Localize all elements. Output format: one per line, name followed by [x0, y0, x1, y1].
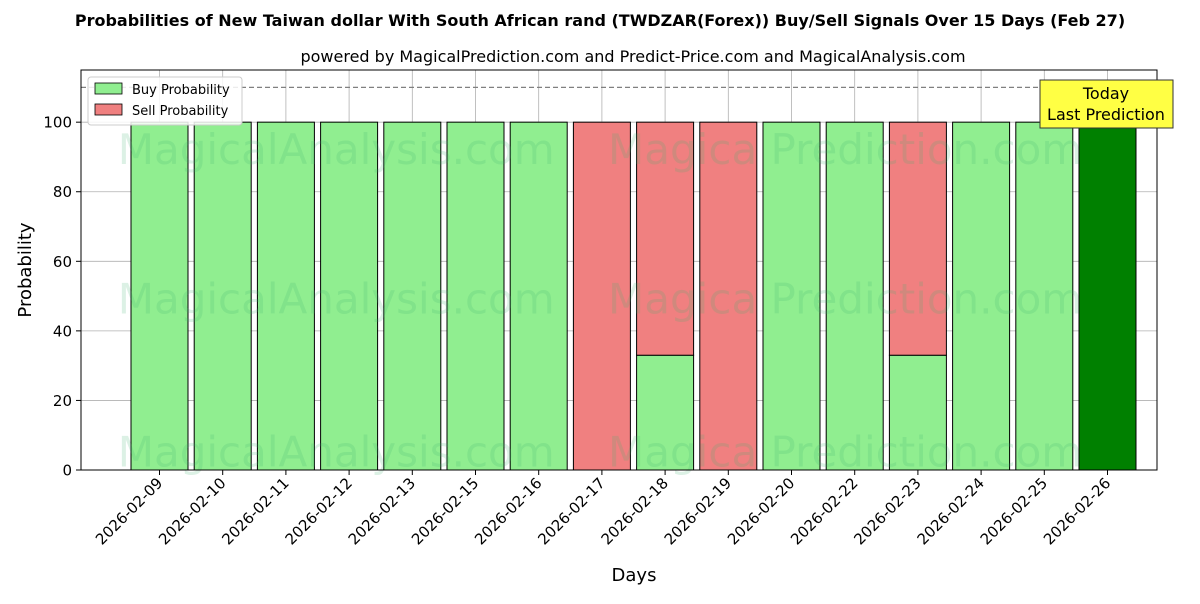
y-tick-label: 100: [43, 114, 72, 132]
bar-buy: [383, 121, 442, 471]
bar-buy: [1015, 121, 1074, 471]
watermark-text: MagicalAnalysis.com Magica Prediction.co…: [118, 275, 1082, 324]
x-tick-label: 2026-02-18: [598, 474, 672, 548]
x-axis-label: Days: [612, 565, 657, 586]
plot-frame: [80, 69, 1158, 471]
legend-sell-swatch: [94, 103, 123, 116]
bar-buy: [762, 121, 821, 471]
x-tick-label: 2026-02-22: [787, 474, 861, 548]
x-tick-label: 2026-02-25: [977, 474, 1051, 548]
bar-sell: [699, 121, 758, 471]
bar-buy: [952, 121, 1011, 471]
legend: Buy Probability Sell Probability: [87, 76, 243, 126]
bar-buy: [825, 121, 884, 471]
x-tick-label: 2026-02-16: [471, 474, 545, 548]
bar-buy: [446, 121, 505, 471]
annotation-line1: Today: [1082, 84, 1129, 103]
bars: [130, 121, 1137, 471]
x-tick-label: 2026-02-15: [408, 474, 482, 548]
legend-box: [87, 76, 243, 126]
bar-sell: [636, 121, 695, 356]
x-tick-label: 2026-02-26: [1040, 474, 1114, 548]
x-tick-label: 2026-02-12: [282, 474, 356, 548]
legend-sell-label: Sell Probability: [132, 104, 229, 119]
y-tick-label: 60: [53, 253, 72, 271]
chart-title: Probabilities of New Taiwan dollar With …: [75, 11, 1125, 30]
x-tick-label: 2026-02-11: [218, 474, 292, 548]
annotation-line2: Last Prediction: [1047, 105, 1165, 124]
bar-buy: [888, 354, 947, 471]
bar-buy: [1078, 121, 1137, 471]
bar-buy: [256, 121, 315, 471]
y-tick-label: 0: [62, 462, 72, 480]
x-tick-label: 2026-02-20: [724, 474, 798, 548]
annotation-box: [1039, 79, 1174, 129]
legend-buy-swatch: [94, 82, 123, 95]
y-axis-label: Probability: [15, 222, 36, 317]
bar-sell: [888, 121, 947, 356]
x-tick-label: 2026-02-13: [345, 474, 419, 548]
today-annotation: Today Last Prediction: [1039, 79, 1174, 129]
bar-buy: [636, 354, 695, 471]
x-tick-label: 2026-02-17: [534, 474, 608, 548]
y-tick-label: 80: [53, 183, 72, 201]
y-tick-label: 20: [53, 392, 72, 410]
bar-buy: [509, 121, 568, 471]
x-tick-label: 2026-02-24: [914, 474, 988, 548]
chart-subtitle: powered by MagicalPrediction.com and Pre…: [300, 47, 965, 66]
y-axis: 0 20 40 60 80 100: [43, 114, 81, 480]
bar-sell: [572, 121, 631, 471]
watermarks: MagicalAnalysis.com Magica Prediction.co…: [118, 125, 1082, 477]
x-tick-label: 2026-02-09: [92, 474, 166, 548]
y-tick-label: 40: [53, 322, 72, 340]
x-axis: 2026-02-092026-02-102026-02-112026-02-12…: [92, 470, 1114, 548]
watermark-text: MagicalAnalysis.com Magica Prediction.co…: [118, 125, 1082, 174]
legend-buy-label: Buy Probability: [132, 83, 230, 98]
x-tick-label: 2026-02-19: [661, 474, 735, 548]
x-tick-label: 2026-02-10: [155, 474, 229, 548]
x-tick-label: 2026-02-23: [850, 474, 924, 548]
bar-buy: [320, 121, 379, 471]
watermark-text: MagicalAnalysis.com Magica Prediction.co…: [118, 428, 1082, 477]
